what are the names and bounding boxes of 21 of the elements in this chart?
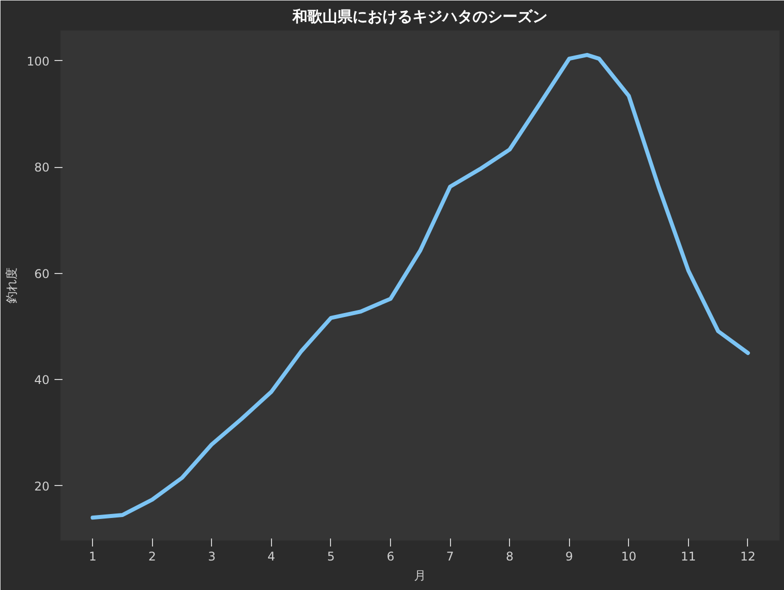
y-tick-label: 80 (34, 160, 50, 175)
x-tick-label: 8 (506, 550, 514, 564)
y-tick-label: 40 (34, 373, 50, 388)
x-tick-label: 6 (386, 550, 394, 564)
x-tick-label: 12 (740, 550, 756, 564)
y-tick-label: 20 (34, 479, 50, 494)
x-tick-label: 5 (327, 550, 335, 564)
x-tick-label: 3 (208, 550, 216, 564)
x-axis-title: 月 (414, 568, 426, 582)
x-tick-label: 4 (268, 550, 276, 564)
x-tick-label: 1 (88, 550, 96, 564)
x-tick-label: 10 (621, 550, 636, 564)
x-tick-label: 7 (446, 550, 454, 564)
y-tick-label: 60 (34, 266, 50, 281)
chart-title: 和歌山県におけるキジハタのシーズン (292, 8, 548, 26)
x-tick-label: 2 (148, 550, 156, 564)
x-tick-label: 9 (565, 550, 574, 564)
line-series (90, 52, 750, 520)
y-axis-title: 釣れ度 (4, 268, 19, 304)
y-tick-label: 100 (26, 54, 50, 68)
x-tick-label: 11 (680, 550, 696, 564)
